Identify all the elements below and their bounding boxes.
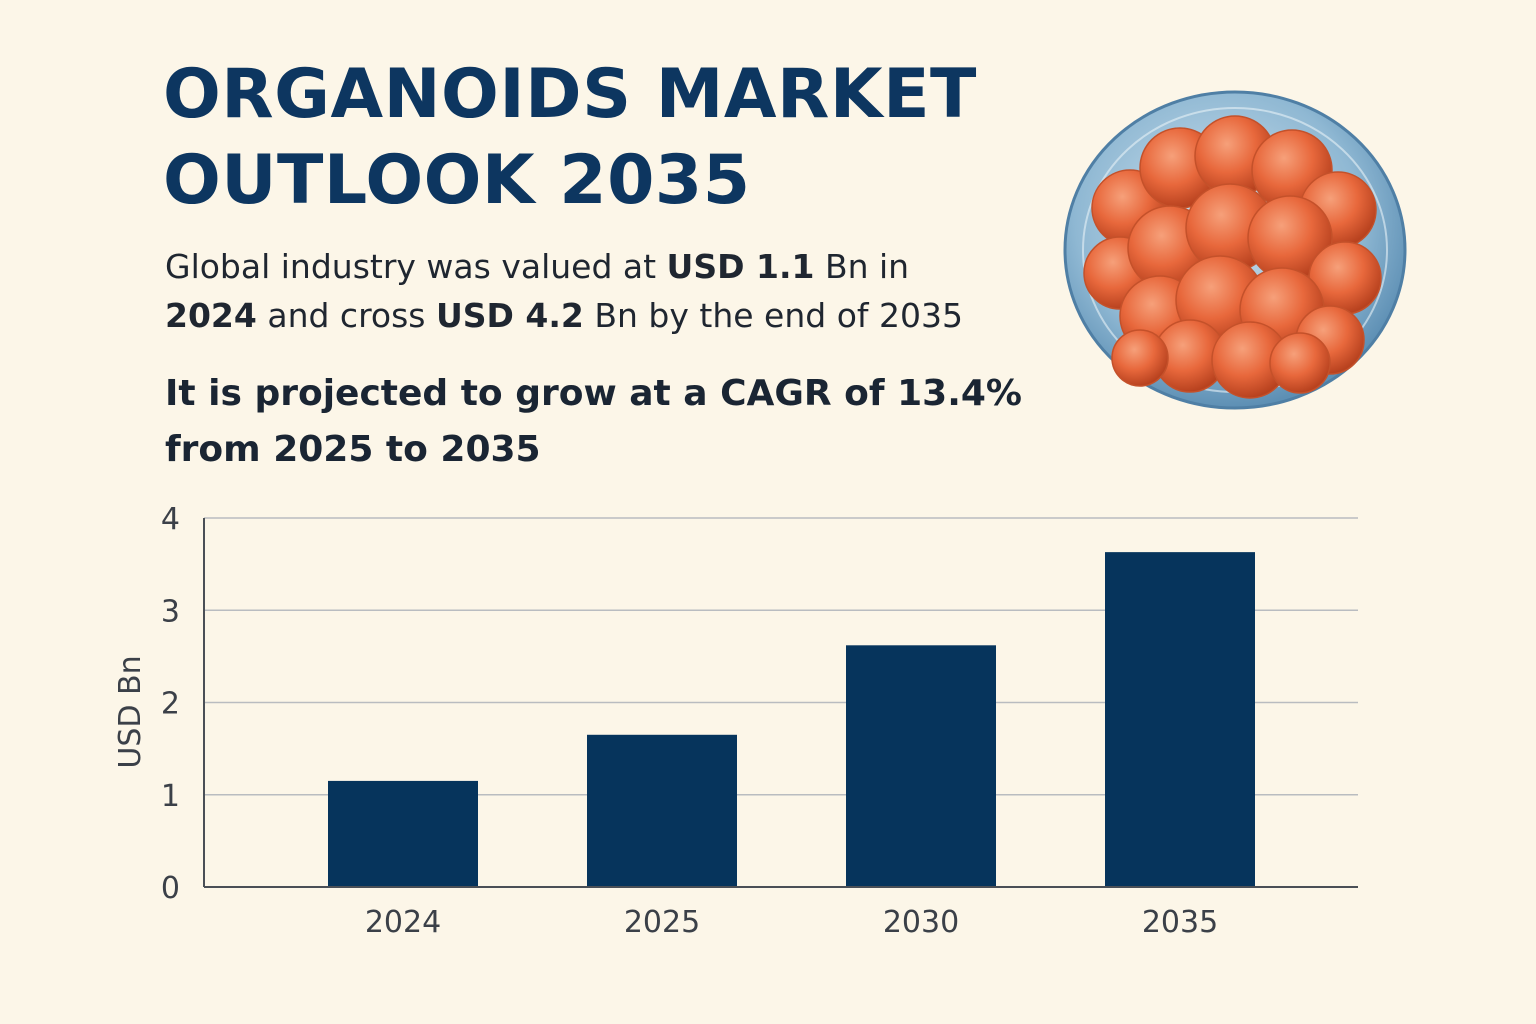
desc-text-2: Bn in xyxy=(814,247,910,286)
market-description: Global industry was valued at USD 1.1 Bn… xyxy=(165,242,1065,340)
desc-text-4: Bn by the end of 2035 xyxy=(583,296,963,335)
x-tick-label: 2030 xyxy=(883,905,959,940)
cagr-line-2: from 2025 to 2035 xyxy=(165,429,541,470)
page-title: ORGANOIDS MARKET OUTLOOK 2035 xyxy=(163,52,1043,224)
cagr-line-1: It is projected to grow at a CAGR of 13.… xyxy=(165,373,1023,414)
cagr-statement: It is projected to grow at a CAGR of 13.… xyxy=(165,366,1065,478)
desc-year-2024: 2024 xyxy=(165,296,257,335)
x-tick-label: 2024 xyxy=(365,905,441,940)
y-tick-label: 3 xyxy=(161,594,180,629)
organoid-petri-dish-icon xyxy=(1060,88,1410,413)
x-tick-label: 2035 xyxy=(1142,905,1218,940)
y-tick-label: 4 xyxy=(161,502,180,537)
y-axis-label: USD Bn xyxy=(113,655,148,768)
bar-2030 xyxy=(846,645,996,887)
desc-text-3: and cross xyxy=(256,296,436,335)
title-line-1: ORGANOIDS MARKET xyxy=(163,55,977,134)
title-line-2: OUTLOOK 2035 xyxy=(163,141,751,220)
y-tick-label: 1 xyxy=(161,779,180,814)
y-tick-label: 2 xyxy=(161,687,180,722)
desc-text-1: Global industry was valued at xyxy=(165,247,667,286)
bar-2025 xyxy=(587,734,737,887)
desc-value-2035: USD 4.2 xyxy=(435,296,584,335)
organoid-cell xyxy=(1269,332,1331,394)
bar-2035 xyxy=(1105,552,1255,887)
bar-2024 xyxy=(328,780,478,887)
organoid-cell xyxy=(1111,329,1169,387)
x-tick-label: 2025 xyxy=(624,905,700,940)
desc-value-2024: USD 1.1 xyxy=(666,247,815,286)
y-tick-label: 0 xyxy=(161,871,180,906)
